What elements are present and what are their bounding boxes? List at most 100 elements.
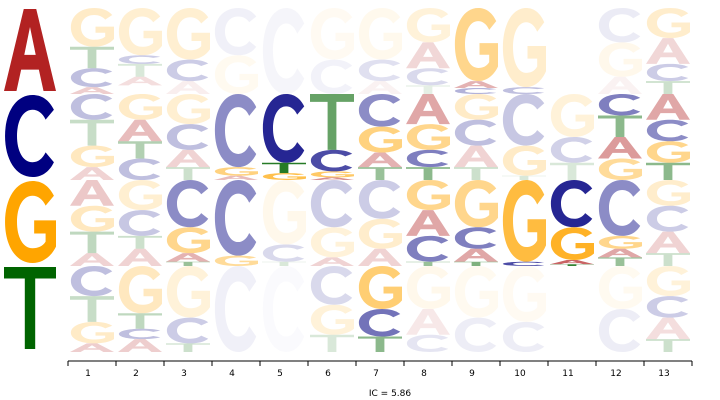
x-tick-label: 6 <box>325 369 331 379</box>
logo-letter-t-1-t <box>70 296 114 322</box>
logo-letter-g-7-c <box>358 180 401 219</box>
logo-letter-a-9-a <box>454 81 498 88</box>
logo-letter-t-2-t <box>118 313 162 329</box>
logo-letter-c-4-g <box>214 167 258 176</box>
logo-letter-t-2-g <box>118 266 162 314</box>
logo-letter-t-7-c <box>358 309 401 337</box>
logo-letter-c-1-a <box>70 167 114 180</box>
logo-letter-g-5-c <box>262 244 305 262</box>
x-tick-label: 7 <box>373 369 379 379</box>
logo-letter-a-3-g <box>166 8 210 60</box>
logo-letter-c-3-a <box>166 149 210 168</box>
x-tick-label: 9 <box>469 369 475 379</box>
logo-letter-g-5-g <box>262 180 306 245</box>
logo-letter-g-6-c <box>310 180 353 228</box>
logo-letter-a-12-g <box>598 42 642 77</box>
logo-letter-a-3-c <box>166 59 209 82</box>
logo-letter-a-13-g <box>646 8 690 39</box>
logo-letter-c-12-a <box>598 137 642 159</box>
logo-letter-t-1-c <box>70 266 113 297</box>
logo-letter-t-2-a <box>118 339 162 352</box>
logo-letter-c-6-g <box>310 171 354 178</box>
logo-letter-t-13-a <box>646 317 690 340</box>
logo-letter-t-7-g <box>358 266 402 309</box>
logo-letter-a-1-c <box>70 68 113 88</box>
logo-letter-g-4-c <box>214 180 257 256</box>
logo-letter-a-10-g <box>502 8 546 88</box>
logo-letter-c-7-t <box>358 167 402 180</box>
logo-letter-c-4-c <box>214 94 257 168</box>
logo-letter-g-1-a <box>70 253 114 266</box>
logo-letter-t-6-g <box>310 304 354 335</box>
logo-letter-g-5-t <box>262 261 306 266</box>
logo-letter-c-13-c <box>646 119 689 142</box>
logo-letter-c-1-c <box>70 94 113 120</box>
logo-letter-g-2-g <box>118 180 162 211</box>
logo-letter-c-13-g <box>646 141 690 163</box>
row-header-letter-t <box>4 267 56 349</box>
logo-letter-g-12-c <box>598 180 641 236</box>
x-axis-label: IC = 5.86 <box>369 389 412 399</box>
logo-letter-a-6-c <box>310 59 353 94</box>
logo-letter-c-13-t <box>646 162 690 180</box>
logo-letter-a-2-t <box>118 63 162 77</box>
logo-letter-g-8-g <box>406 180 450 211</box>
logo-letter-g-9-g <box>454 180 498 228</box>
logo-letter-c-4-a <box>214 175 258 180</box>
logo-letter-t-9-c <box>454 317 497 352</box>
x-tick-label: 11 <box>562 369 573 379</box>
logo-letter-a-8-g <box>406 8 450 43</box>
logo-letter-t-6-c <box>310 266 353 305</box>
logo-letter-a-7-g <box>358 8 402 60</box>
logo-letter-t-5-c <box>262 266 305 352</box>
row-header-letter-g <box>5 181 56 263</box>
logo-letter-g-1-g <box>70 205 114 232</box>
logo-letter-c-11-t <box>550 162 594 180</box>
logo-letter-t-3-c <box>166 317 209 344</box>
logo-letter-t-3-t <box>166 343 210 352</box>
logo-letter-g-7-a <box>358 248 402 266</box>
logo-letter-a-3-a <box>166 81 210 94</box>
logo-letter-c-1-g <box>70 145 114 168</box>
logo-letter-a-10-c <box>502 87 545 94</box>
logo-letter-t-2-c <box>118 328 161 340</box>
logo-letter-g-3-t <box>166 261 210 266</box>
logo-letter-a-13-a <box>646 38 690 64</box>
logo-letter-c-9-g <box>454 94 498 120</box>
logo-letter-a-1-a <box>70 87 114 94</box>
logo-letter-g-2-c <box>118 210 161 236</box>
logo-letter-t-13-c <box>646 296 689 318</box>
logo-letter-c-5-t <box>262 162 306 174</box>
logo-letter-g-4-g <box>214 255 258 266</box>
logo-letter-g-12-g <box>598 235 642 249</box>
logo-letter-c-6-c <box>310 149 353 172</box>
logo-letter-a-12-c <box>598 8 641 43</box>
logo-letter-g-13-a <box>646 231 690 254</box>
logo-letter-g-13-t <box>646 253 690 266</box>
logo-letter-g-13-c <box>646 205 689 232</box>
logo-letter-c-11-c <box>550 137 593 163</box>
logo-letter-c-5-c <box>262 94 305 163</box>
logo-letter-c-12-c <box>598 94 641 116</box>
logo-letter-c-3-c <box>166 124 209 150</box>
logo-letter-a-1-g <box>70 8 114 47</box>
logo-letter-a-8-t <box>406 85 450 94</box>
x-tick-label: 4 <box>229 369 235 379</box>
logo-letter-g-3-a <box>166 253 210 262</box>
logo-letter-c-3-g <box>166 94 210 125</box>
logo-letter-a-6-g <box>310 8 354 60</box>
logo-letter-c-2-a <box>118 119 162 142</box>
logo-letter-g-11-g <box>550 227 594 260</box>
logo-letter-t-6-t <box>310 334 354 352</box>
logo-letter-t-1-g <box>70 321 114 344</box>
logo-letter-t-4-c <box>214 266 257 352</box>
logo-letter-t-1-a <box>70 343 114 352</box>
logo-letter-t-10-g <box>502 266 546 322</box>
x-tick-label: 13 <box>658 369 669 379</box>
logo-letter-a-2-c <box>118 55 161 64</box>
logo-letter-a-4-g <box>214 55 258 94</box>
logo-letter-g-11-c <box>550 180 593 228</box>
logo-letter-c-12-t <box>598 115 642 137</box>
logo-row-a <box>4 8 690 95</box>
